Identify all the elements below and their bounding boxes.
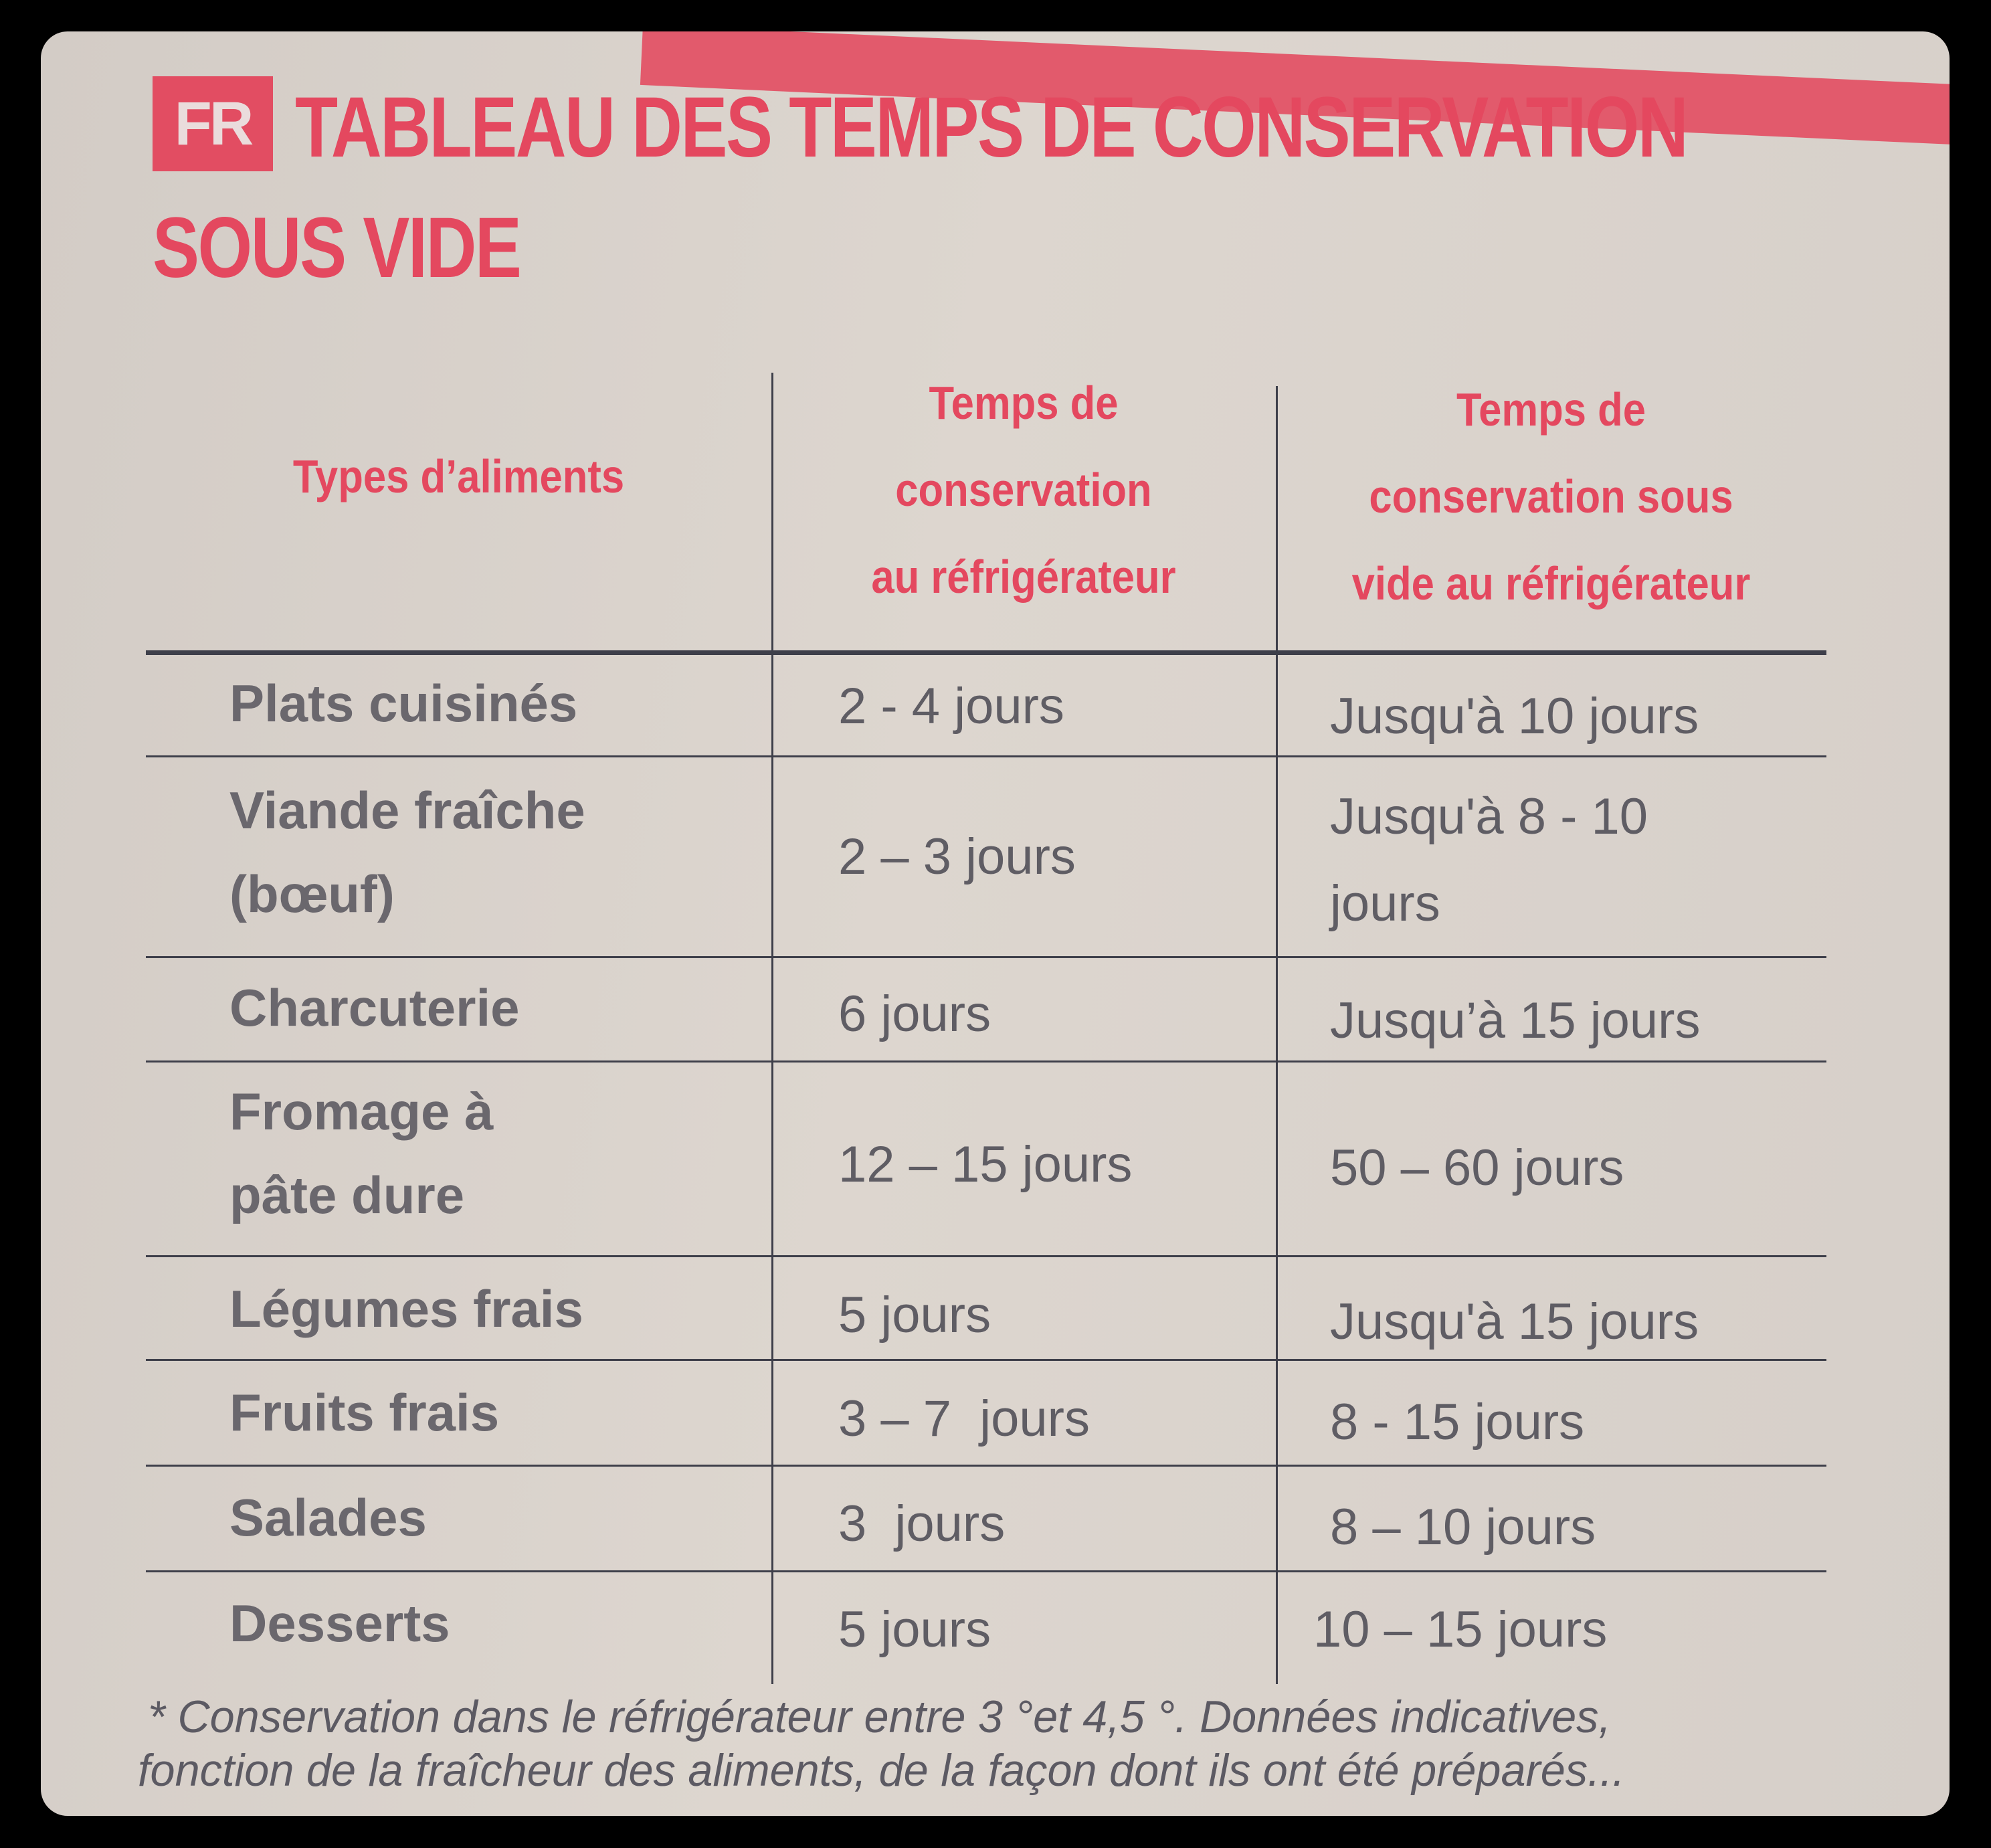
language-badge: FR — [153, 76, 273, 171]
column-divider — [771, 373, 773, 1684]
row-divider — [146, 755, 1826, 757]
header-fridge-line: au réfrigérateur — [871, 551, 1176, 603]
vacuum-time: 10 – 15 jours — [1313, 1601, 1608, 1658]
footnote: * Conservation dans le réfrigérateur ent… — [148, 1691, 1611, 1742]
food-type: Salades — [229, 1488, 427, 1547]
document-page: FR TABLEAU DES TEMPS DE CONSERVATION SOU… — [41, 31, 1950, 1816]
food-type: Viande fraîche — [229, 781, 585, 840]
fridge-time: 3 jours — [838, 1495, 1006, 1552]
header-fridge: Temps de conservation au réfrigérateur — [801, 359, 1246, 620]
page-title-line1: TABLEAU DES TEMPS DE CONSERVATION — [295, 80, 1689, 175]
fridge-time: 12 – 15 jours — [838, 1136, 1133, 1193]
header-divider — [146, 650, 1826, 655]
header-vacuum-line: Temps de — [1456, 383, 1646, 436]
fridge-time: 5 jours — [838, 1601, 991, 1658]
row-divider — [146, 1255, 1826, 1257]
vacuum-time: jours — [1330, 875, 1440, 932]
vacuum-time: Jusqu'à 10 jours — [1330, 688, 1699, 745]
column-divider — [1276, 386, 1278, 1684]
header-food-type: Types d’aliments — [292, 450, 625, 502]
food-type: Charcuterie — [229, 978, 520, 1037]
fridge-time: 5 jours — [838, 1287, 991, 1344]
header-vacuum: Temps de conservation sous vide au réfri… — [1309, 366, 1793, 627]
vacuum-time: Jusqu’à 15 jours — [1330, 992, 1701, 1049]
row-divider — [146, 1359, 1826, 1361]
food-type: Plats cuisinés — [229, 674, 578, 733]
row-divider — [146, 1060, 1826, 1062]
vacuum-time: 50 – 60 jours — [1330, 1139, 1624, 1196]
fridge-time: 6 jours — [838, 986, 991, 1042]
vacuum-time: 8 – 10 jours — [1330, 1499, 1596, 1556]
fridge-time: 2 – 3 jours — [838, 828, 1076, 885]
row-divider — [146, 1570, 1826, 1572]
food-type: Fruits frais — [229, 1383, 500, 1442]
food-type: Fromage à — [229, 1082, 494, 1141]
vacuum-time: Jusqu'à 8 - 10 — [1330, 788, 1648, 845]
footnote: fonction de la fraîcheur des aliments, d… — [138, 1745, 1625, 1796]
fridge-time: 3 – 7 jours — [838, 1390, 1090, 1447]
food-type: (bœuf) — [229, 864, 395, 923]
header-fridge-line: Temps de — [929, 377, 1119, 429]
food-type: Légumes frais — [229, 1279, 583, 1338]
fridge-time: 2 - 4 jours — [838, 678, 1064, 735]
row-divider — [146, 1465, 1826, 1467]
vacuum-time: Jusqu'à 15 jours — [1330, 1293, 1699, 1350]
row-divider — [146, 956, 1826, 958]
header-vacuum-line: vide au réfrigérateur — [1351, 557, 1751, 610]
food-type: Desserts — [229, 1594, 450, 1653]
page-title-line2: SOUS VIDE — [153, 200, 522, 296]
vacuum-time: 8 - 15 jours — [1330, 1394, 1585, 1451]
header-fridge-line: conservation — [895, 464, 1152, 516]
header-vacuum-line: conservation sous — [1369, 470, 1733, 523]
food-type: pâte dure — [229, 1166, 465, 1224]
